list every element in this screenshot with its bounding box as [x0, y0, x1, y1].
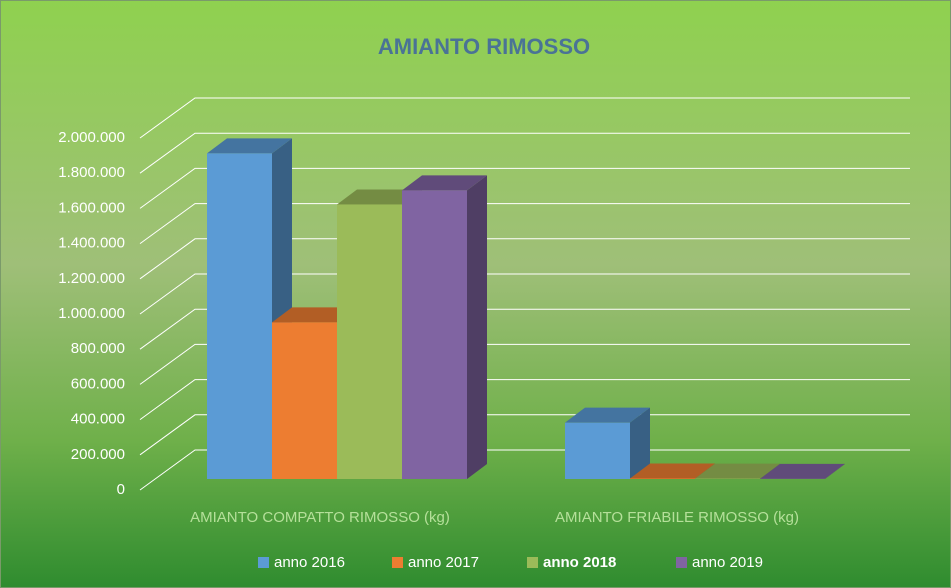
y-tick-label: 2.000.000	[58, 129, 125, 146]
legend-label: anno 2018	[543, 554, 616, 571]
legend-swatch	[392, 557, 403, 568]
bar	[207, 153, 272, 479]
legend-swatch	[258, 557, 269, 568]
legend-label: anno 2019	[692, 554, 763, 571]
y-tick-label: 200.000	[71, 446, 125, 463]
x-tick-label: AMIANTO FRIABILE RIMOSSO (kg)	[555, 509, 799, 526]
grid-line	[139, 308, 910, 350]
x-tick-label: AMIANTO COMPATTO RIMOSSO (kg)	[190, 509, 450, 526]
chart-title: AMIANTO RIMOSSO	[378, 34, 590, 59]
y-tick-label: 800.000	[71, 340, 125, 357]
grid-line	[139, 449, 910, 491]
bar-top	[337, 189, 422, 205]
y-tick-label: 1.800.000	[58, 164, 125, 181]
grid-line	[139, 132, 910, 174]
y-tick-label: 1.400.000	[58, 235, 125, 252]
grid-line	[139, 343, 910, 385]
grid-line	[139, 203, 910, 245]
bar-side	[825, 463, 845, 479]
bar	[565, 422, 630, 479]
y-tick-label: 600.000	[71, 375, 125, 392]
bar	[272, 322, 337, 479]
grid-line	[139, 238, 910, 280]
bar-side	[630, 407, 650, 479]
bar	[337, 204, 402, 479]
bar-top	[565, 407, 650, 423]
y-tick-label: 0	[117, 481, 125, 498]
legend-label: anno 2017	[408, 554, 479, 571]
bar-top	[695, 463, 780, 479]
y-tick-label: 1.600.000	[58, 199, 125, 216]
y-tick-label: 400.000	[71, 411, 125, 428]
bar-top	[760, 463, 845, 479]
bar	[402, 190, 467, 480]
grid-line	[139, 414, 910, 456]
y-tick-label: 1.000.000	[58, 305, 125, 322]
legend-swatch	[527, 557, 538, 568]
grid-line	[139, 379, 910, 421]
legend-swatch	[676, 557, 687, 568]
bar-side	[467, 175, 487, 480]
bar-top	[630, 463, 715, 479]
grid-line	[139, 167, 910, 209]
bar	[630, 478, 695, 479]
grid-line	[139, 273, 910, 315]
bar-top	[402, 175, 487, 191]
grid-line	[139, 97, 910, 139]
bar-top	[207, 138, 292, 154]
legend-label: anno 2016	[274, 554, 345, 571]
bar-top	[272, 307, 357, 323]
y-tick-label: 1.200.000	[58, 270, 125, 287]
